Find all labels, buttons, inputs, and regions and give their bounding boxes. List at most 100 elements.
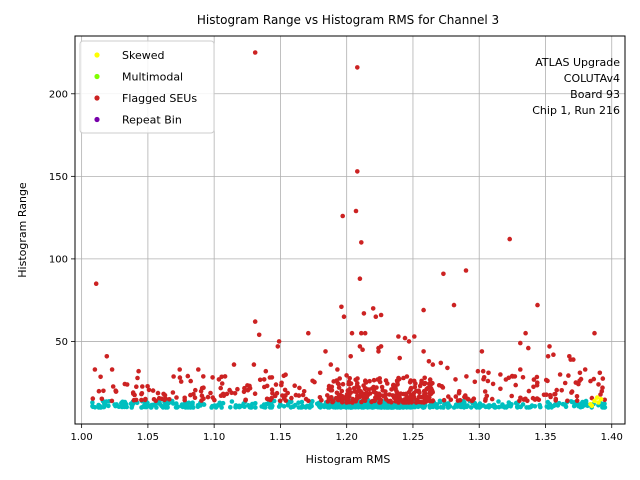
normal-point bbox=[343, 404, 349, 410]
flagged-seu-point bbox=[441, 397, 447, 403]
flagged-seu-point bbox=[178, 379, 184, 384]
normal-point bbox=[437, 398, 443, 404]
normal-point bbox=[370, 405, 376, 410]
flagged-seu-point bbox=[201, 396, 206, 402]
flagged-seu-point bbox=[334, 378, 339, 383]
flagged-seu-point bbox=[353, 399, 359, 404]
y-tick-label: 150 bbox=[49, 172, 68, 183]
flagged-seu-point bbox=[559, 388, 564, 393]
normal-point bbox=[120, 399, 125, 405]
normal-point bbox=[529, 403, 535, 408]
flagged-seu-point bbox=[219, 381, 225, 386]
flagged-seu-point bbox=[535, 302, 540, 308]
flagged-seu-point bbox=[348, 390, 354, 396]
flagged-seu-point bbox=[430, 380, 435, 386]
flagged-seu-point bbox=[104, 354, 110, 359]
flagged-seu-point bbox=[482, 389, 488, 394]
flagged-seu-point bbox=[319, 397, 324, 403]
flagged-seu-point bbox=[289, 395, 294, 401]
legend-marker bbox=[94, 95, 100, 101]
normal-point bbox=[281, 404, 287, 409]
flagged-seu-point bbox=[355, 169, 360, 174]
flagged-seu-point bbox=[397, 376, 402, 382]
normal-point bbox=[219, 405, 224, 410]
flagged-seu-point bbox=[274, 390, 280, 396]
flagged-seu-point bbox=[393, 399, 398, 404]
flagged-seu-point bbox=[269, 395, 274, 401]
flagged-seu-point bbox=[251, 362, 257, 367]
flagged-seu-point bbox=[109, 398, 115, 404]
flagged-seu-point bbox=[408, 387, 413, 393]
flagged-seu-point bbox=[306, 398, 311, 404]
flagged-seu-point bbox=[344, 373, 349, 378]
x-tick-label: 1.40 bbox=[601, 432, 623, 443]
normal-point bbox=[300, 403, 305, 409]
flagged-seu-point bbox=[348, 381, 354, 386]
flagged-seu-point bbox=[553, 396, 559, 402]
flagged-seu-point bbox=[430, 389, 436, 395]
legend: Skewed Multimodal Flagged SEUs Repeat Bin bbox=[79, 40, 215, 134]
x-tick-label: 1.15 bbox=[269, 432, 291, 443]
skewed-point bbox=[594, 395, 600, 400]
flagged-seu-point bbox=[270, 391, 275, 396]
flagged-seu-point bbox=[325, 399, 331, 404]
flagged-seu-point bbox=[267, 375, 273, 380]
flagged-seu-point bbox=[412, 334, 417, 339]
flagged-seu-point bbox=[385, 381, 390, 386]
normal-point bbox=[104, 399, 109, 404]
flagged-seu-point bbox=[416, 394, 422, 400]
flagged-seu-point bbox=[408, 378, 414, 383]
flagged-seu-point bbox=[451, 302, 457, 308]
flagged-seu-point bbox=[336, 381, 342, 387]
normal-point bbox=[520, 402, 526, 407]
flagged-seu-point bbox=[354, 390, 360, 395]
normal-point bbox=[499, 404, 505, 409]
flagged-seu-point bbox=[370, 398, 375, 404]
flagged-seu-point bbox=[422, 375, 428, 381]
flagged-seu-point bbox=[463, 268, 469, 273]
flagged-seu-point bbox=[371, 389, 377, 395]
flagged-seu-point bbox=[380, 388, 386, 393]
normal-point bbox=[106, 403, 111, 409]
normal-point bbox=[516, 404, 521, 410]
flagged-seu-point bbox=[113, 389, 119, 394]
flagged-seu-point bbox=[371, 377, 377, 383]
flagged-seu-point bbox=[326, 386, 332, 392]
flagged-seu-point bbox=[441, 271, 446, 277]
flagged-seu-point bbox=[277, 398, 283, 404]
flagged-seu-point bbox=[378, 312, 384, 318]
flagged-seu-point bbox=[599, 389, 605, 394]
normal-point bbox=[375, 404, 380, 410]
x-tick-label: 1.00 bbox=[70, 432, 92, 443]
flagged-seu-point bbox=[201, 374, 206, 379]
flagged-seu-point bbox=[276, 339, 282, 344]
flagged-seu-point bbox=[448, 397, 454, 403]
flagged-seu-point bbox=[325, 393, 330, 398]
flagged-seu-point bbox=[471, 396, 477, 402]
flagged-seu-point bbox=[507, 236, 512, 242]
flagged-seu-point bbox=[498, 386, 503, 392]
flagged-seu-point bbox=[188, 392, 193, 398]
normal-point bbox=[119, 404, 125, 410]
flagged-seu-point bbox=[245, 387, 251, 393]
y-tick-label: 50 bbox=[55, 337, 68, 348]
flagged-seu-point bbox=[273, 382, 279, 387]
flagged-seu-point bbox=[376, 345, 381, 351]
flagged-seu-point bbox=[92, 367, 98, 372]
flagged-seu-point bbox=[145, 384, 150, 389]
flagged-seu-point bbox=[602, 397, 607, 403]
normal-point bbox=[173, 405, 179, 410]
flagged-seu-point bbox=[301, 389, 307, 394]
flagged-seu-point bbox=[263, 368, 269, 374]
y-tick-label: 100 bbox=[49, 254, 68, 265]
normal-point bbox=[220, 400, 226, 406]
flagged-seu-point bbox=[359, 240, 364, 245]
flagged-seu-point bbox=[243, 398, 248, 403]
flagged-seu-point bbox=[574, 398, 580, 404]
flagged-seu-point bbox=[379, 384, 385, 390]
normal-point bbox=[142, 404, 147, 410]
flagged-seu-point bbox=[358, 389, 363, 394]
legend-label: Repeat Bin bbox=[122, 114, 182, 127]
flagged-seu-point bbox=[139, 397, 144, 403]
normal-point bbox=[101, 404, 107, 410]
